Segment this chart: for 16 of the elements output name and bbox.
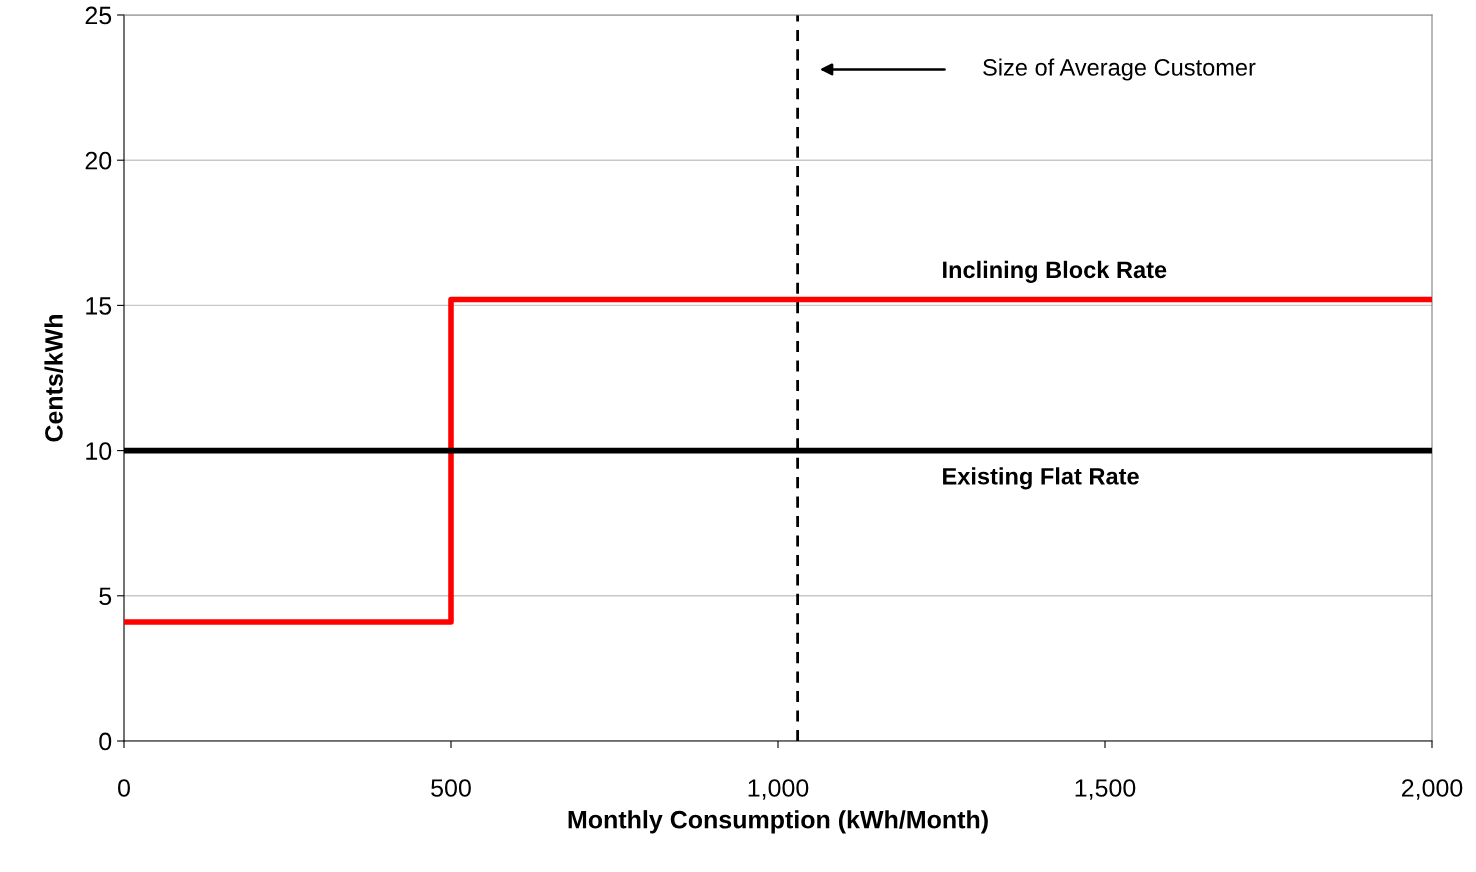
x-tick-label: 500 bbox=[431, 779, 471, 797]
x-tick-label: 0 bbox=[118, 779, 130, 797]
y-axis-title: Cents/kWh bbox=[44, 314, 64, 442]
series-label: Inclining Block Rate bbox=[943, 260, 1167, 283]
y-tick-label: 10 bbox=[86, 442, 112, 460]
x-tick-label: 1,000 bbox=[748, 779, 809, 800]
annotation: Size of Average Customer bbox=[983, 58, 1256, 81]
x-tick-label: 1,500 bbox=[1075, 779, 1136, 800]
y-tick-label: 15 bbox=[86, 297, 112, 315]
series-label: Existing Flat Rate bbox=[943, 467, 1139, 490]
y-tick-label: 20 bbox=[85, 151, 112, 170]
y-tick-label: 0 bbox=[99, 732, 112, 751]
x-axis-title: Monthly Consumption (kWh/Month) bbox=[568, 810, 988, 834]
x-tick-label: 2,000 bbox=[1401, 779, 1463, 800]
y-tick-label: 25 bbox=[85, 6, 112, 25]
y-tick-label: 5 bbox=[99, 587, 112, 606]
